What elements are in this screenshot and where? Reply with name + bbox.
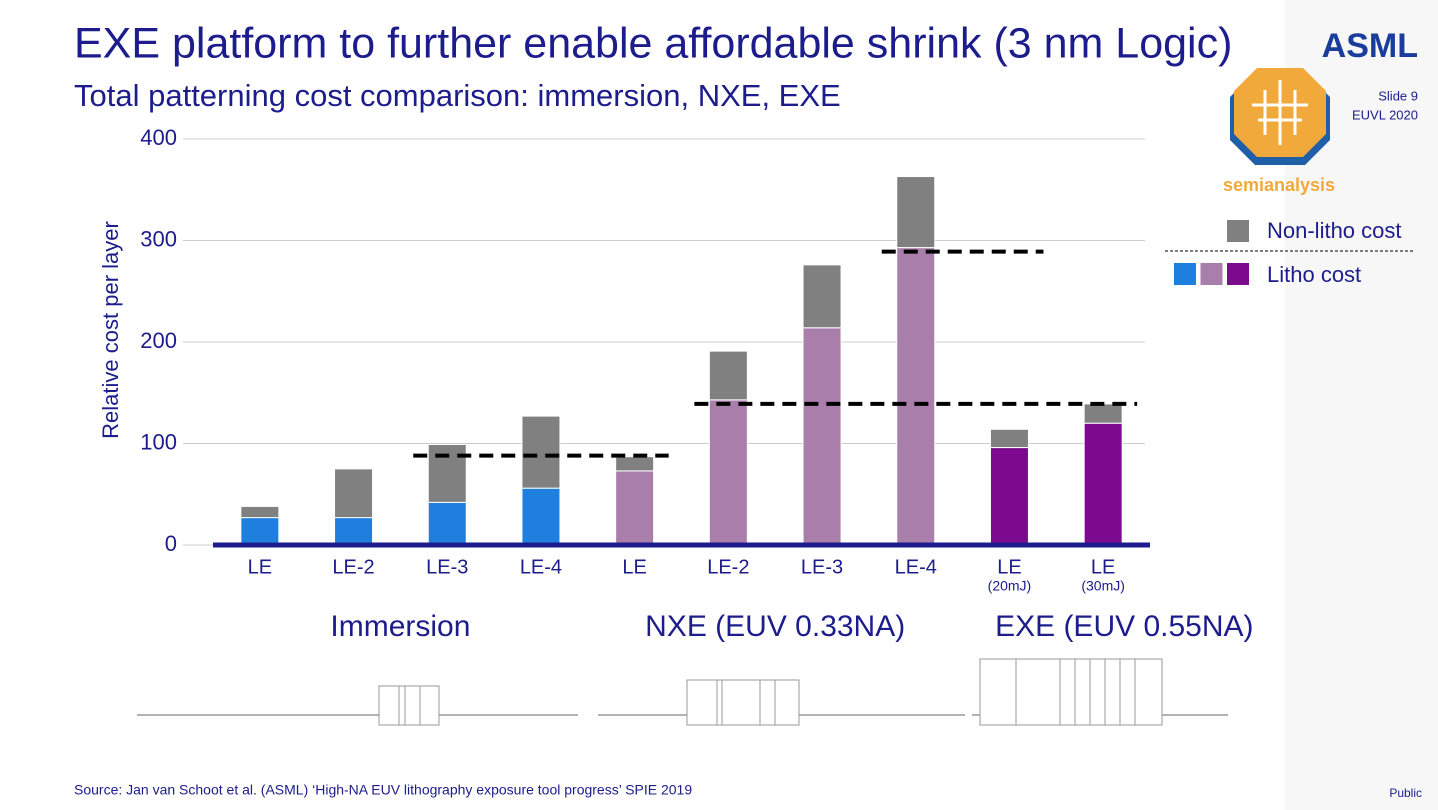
slide-number: Slide 9 — [1378, 88, 1418, 103]
y-tick-label: 0 — [165, 531, 177, 556]
legend-swatch — [1227, 263, 1249, 285]
x-tick-label: LE-3 — [801, 556, 843, 578]
bar-segment — [427, 501, 467, 546]
legend-swatch — [1200, 263, 1223, 285]
classification: Public — [1389, 786, 1422, 800]
bar-segment — [240, 517, 280, 546]
x-tick-note: (30mJ) — [1081, 578, 1125, 594]
machines — [137, 658, 1228, 726]
x-tick-label: LE — [248, 556, 272, 578]
group-label: Immersion — [330, 610, 470, 643]
bar-segment — [427, 444, 467, 503]
x-tick-note: (20mJ) — [988, 578, 1032, 594]
y-tick-label: 400 — [140, 125, 177, 150]
bar-segment — [708, 399, 748, 546]
logo: ASML — [1322, 27, 1418, 65]
legend-label: Non-litho cost — [1267, 218, 1402, 243]
bar-segment — [521, 487, 561, 546]
x-tick-label: LE-4 — [895, 556, 937, 578]
bar-segment — [989, 428, 1029, 449]
bar-segment — [896, 176, 936, 249]
y-tick-label: 300 — [140, 226, 177, 251]
group-label: EXE (EUV 0.55NA) — [995, 610, 1253, 643]
bar-segment — [896, 247, 936, 546]
y-tick-label: 100 — [140, 429, 177, 454]
y-tick-label: 200 — [140, 328, 177, 353]
bar-segment — [989, 447, 1029, 546]
badge-text: semianalysis — [1223, 175, 1335, 195]
bar-segment — [334, 517, 374, 546]
bar-segment — [240, 505, 280, 519]
badge-icon — [1230, 68, 1330, 165]
x-tick-label: LE-2 — [332, 556, 374, 578]
bar-segment — [1083, 422, 1123, 546]
bar-segment — [521, 415, 561, 489]
x-tick-label: LE-2 — [707, 556, 749, 578]
x-tick-label: LE — [997, 556, 1021, 578]
title: EXE platform to further enable affordabl… — [74, 19, 1232, 67]
event: EUVL 2020 — [1352, 107, 1418, 122]
x-tick-label: LE — [622, 556, 646, 578]
source: Source: Jan van Schoot et al. (ASML) ‘Hi… — [74, 782, 692, 798]
bar-segment — [615, 456, 655, 472]
bar-segment — [802, 264, 842, 329]
bar-segment — [1083, 403, 1123, 424]
subtitle: Total patterning cost comparison: immers… — [74, 78, 841, 113]
legend-swatch — [1174, 263, 1196, 285]
x-tick-label: LE — [1091, 556, 1115, 578]
bar-segment — [708, 350, 748, 401]
bar-segment — [615, 470, 655, 546]
x-tick-label: LE-3 — [426, 556, 468, 578]
x-tick-label: LE-4 — [520, 556, 562, 578]
legend-swatch — [1227, 220, 1249, 242]
legend-label: Litho cost — [1267, 262, 1361, 287]
bar-segment — [802, 327, 842, 546]
bar-segment — [334, 468, 374, 519]
y-axis-label: Relative cost per layer — [98, 221, 123, 439]
group-label: NXE (EUV 0.33NA) — [645, 610, 905, 643]
